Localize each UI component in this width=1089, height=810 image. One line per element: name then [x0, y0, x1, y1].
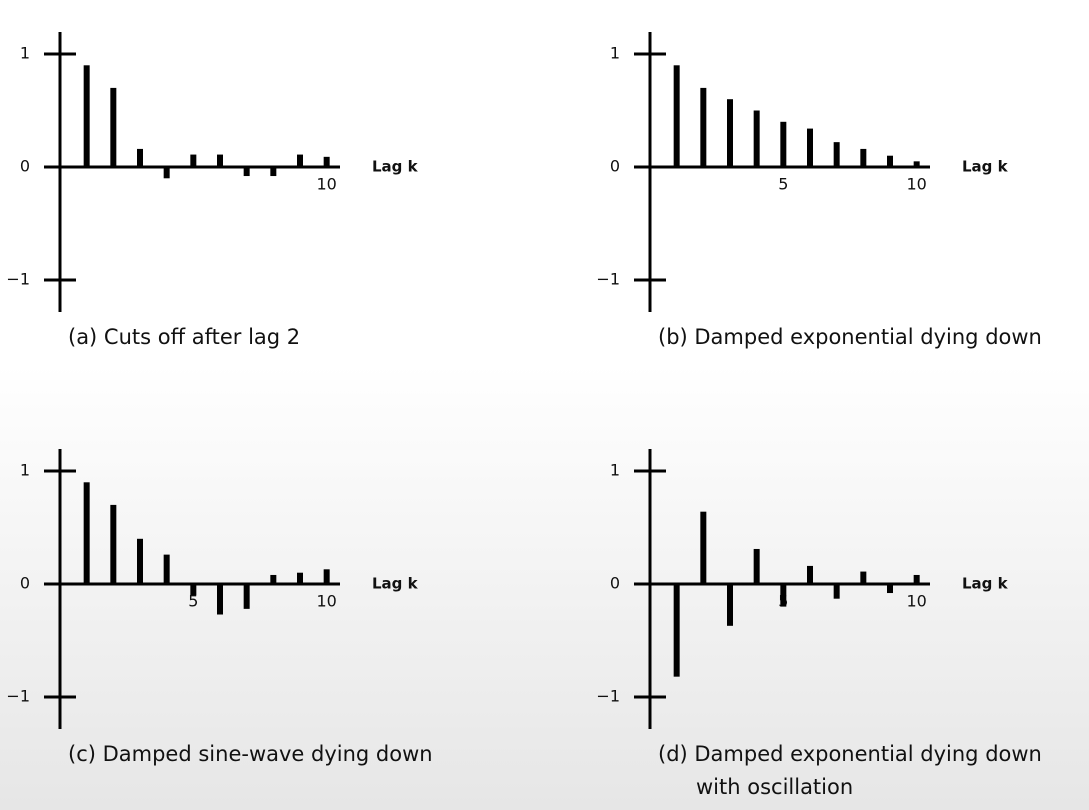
bar: [780, 584, 787, 607]
bar: [673, 584, 680, 677]
y-tick-label: 1: [20, 44, 30, 63]
x-tick-label: 10: [316, 175, 336, 194]
bar: [297, 572, 303, 584]
bar: [163, 167, 170, 179]
y-tick-label: 1: [20, 461, 30, 480]
chart-title: with oscillation: [696, 775, 853, 799]
bar: [323, 569, 330, 584]
chart-title: (d) Damped exponential dying down: [658, 742, 1042, 766]
bar: [163, 554, 170, 584]
x-tick-label: 10: [316, 592, 336, 611]
bar: [700, 511, 707, 584]
bar: [780, 121, 787, 167]
bar: [190, 154, 197, 167]
y-tick-label: −1: [6, 270, 30, 289]
bar: [323, 156, 330, 167]
x-tick-label: 5: [188, 592, 198, 611]
y-tick-label: 0: [20, 157, 30, 176]
chart-title: (a) Cuts off after lag 2: [68, 325, 300, 349]
bar: [753, 110, 760, 167]
bar: [217, 154, 223, 167]
bar: [860, 148, 867, 167]
bar: [700, 87, 707, 167]
chart-title: (c) Damped sine-wave dying down: [68, 742, 433, 766]
x-tick-label: 10: [906, 175, 926, 194]
bar: [270, 167, 277, 177]
bar: [110, 504, 117, 584]
chart-title: (b) Damped exponential dying down: [658, 325, 1042, 349]
bar: [727, 584, 733, 626]
bar: [217, 584, 223, 615]
y-tick-label: 1: [610, 461, 620, 480]
y-tick-label: 1: [610, 44, 620, 63]
bar: [887, 155, 893, 167]
bar: [190, 584, 197, 596]
bar: [807, 128, 813, 167]
x-tick-label: 10: [906, 592, 926, 611]
y-tick-label: 0: [610, 157, 620, 176]
bar: [833, 142, 840, 167]
y-tick-label: −1: [6, 687, 30, 706]
bar: [833, 584, 840, 599]
bar: [270, 574, 277, 584]
bar: [137, 538, 143, 584]
x-axis-label: Lag k: [372, 575, 419, 593]
bar: [243, 167, 250, 177]
bar: [297, 154, 303, 167]
bar: [887, 584, 893, 594]
bar: [807, 565, 813, 584]
x-axis-label: Lag k: [962, 575, 1009, 593]
y-tick-label: 0: [20, 574, 30, 593]
bar: [243, 584, 250, 609]
bar: [83, 482, 90, 584]
y-tick-label: −1: [596, 270, 620, 289]
y-tick-label: 0: [610, 574, 620, 593]
bar: [110, 87, 117, 167]
bar: [137, 148, 143, 167]
bar: [673, 65, 680, 167]
x-axis-label: Lag k: [372, 158, 419, 176]
bar: [913, 161, 920, 167]
x-axis-label: Lag k: [962, 158, 1009, 176]
bar: [83, 65, 90, 167]
bar: [860, 571, 867, 584]
bar: [727, 99, 733, 167]
x-tick-label: 5: [778, 175, 788, 194]
y-tick-label: −1: [596, 687, 620, 706]
bar: [753, 548, 760, 584]
bar: [913, 574, 920, 584]
